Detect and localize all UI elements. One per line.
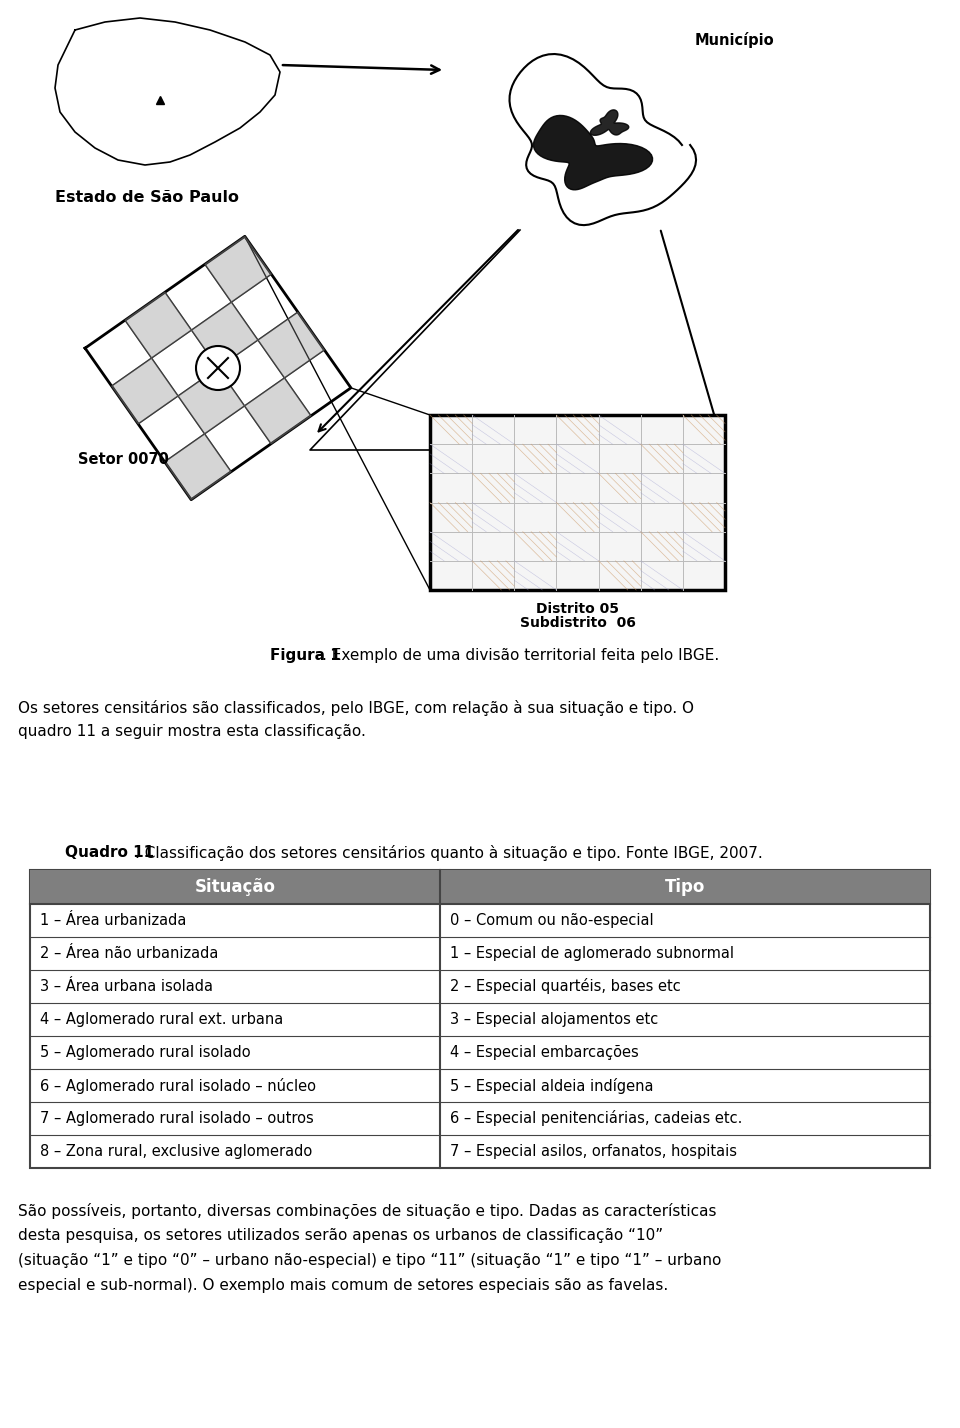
Polygon shape (245, 378, 311, 444)
Polygon shape (191, 303, 258, 368)
Text: 4 – Aglomerado rural ext. urbana: 4 – Aglomerado rural ext. urbana (40, 1012, 283, 1027)
Text: Estado de São Paulo: Estado de São Paulo (55, 190, 239, 206)
Polygon shape (165, 434, 231, 500)
Text: (situação “1” e tipo “0” – urbano não-especial) e tipo “11” (situação “1” e tipo: (situação “1” e tipo “0” – urbano não-es… (18, 1252, 721, 1268)
Bar (440, 870, 930, 904)
Text: 3 – Especial alojamentos etc: 3 – Especial alojamentos etc (449, 1012, 658, 1027)
Text: 5 – Especial aldeia indígena: 5 – Especial aldeia indígena (449, 1078, 653, 1094)
Text: 2 – Área não urbanizada: 2 – Área não urbanizada (40, 945, 218, 961)
Text: 6 – Especial penitenciárias, cadeias etc.: 6 – Especial penitenciárias, cadeias etc… (449, 1111, 742, 1127)
Text: 2 – Especial quartéis, bases etc: 2 – Especial quartéis, bases etc (449, 978, 681, 994)
Circle shape (196, 346, 240, 390)
Text: especial e sub-normal). O exemplo mais comum de setores especiais são as favelas: especial e sub-normal). O exemplo mais c… (18, 1278, 668, 1292)
Polygon shape (510, 54, 696, 226)
Text: 5 – Aglomerado rural isolado: 5 – Aglomerado rural isolado (40, 1045, 251, 1060)
Text: desta pesquisa, os setores utilizados serão apenas os urbanos de classificação “: desta pesquisa, os setores utilizados se… (18, 1228, 663, 1242)
Text: Município: Município (695, 31, 775, 49)
Text: Situação: Situação (194, 878, 276, 895)
Polygon shape (258, 313, 324, 378)
Text: Tipo: Tipo (664, 878, 705, 895)
Text: . Classificação dos setores censitários quanto à situação e tipo. Fonte IBGE, 20: . Classificação dos setores censitários … (135, 845, 763, 861)
Text: Setor 0070: Setor 0070 (78, 453, 169, 467)
Polygon shape (204, 236, 272, 303)
Polygon shape (125, 293, 191, 358)
Text: . Exemplo de uma divisão territorial feita pelo IBGE.: . Exemplo de uma divisão territorial fei… (322, 648, 719, 663)
Text: 8 – Zona rural, exclusive aglomerado: 8 – Zona rural, exclusive aglomerado (40, 1144, 312, 1160)
Text: 7 – Aglomerado rural isolado – outros: 7 – Aglomerado rural isolado – outros (40, 1111, 314, 1127)
Polygon shape (55, 19, 280, 166)
Bar (30, 870, 930, 1168)
Text: Figura 1: Figura 1 (270, 648, 341, 663)
Bar (430, 416, 725, 590)
Text: 7 – Especial asilos, orfanatos, hospitais: 7 – Especial asilos, orfanatos, hospitai… (449, 1144, 736, 1160)
Text: Quadro 11: Quadro 11 (65, 845, 155, 860)
Bar (30, 870, 440, 904)
Polygon shape (534, 116, 653, 190)
Text: 4 – Especial embarcações: 4 – Especial embarcações (449, 1045, 638, 1060)
Text: Os setores censitários são classificados, pelo IBGE, com relação à sua situação : Os setores censitários são classificados… (18, 700, 694, 715)
Text: Subdistrito  06: Subdistrito 06 (519, 615, 636, 630)
Text: Distrito 05: Distrito 05 (536, 603, 619, 615)
Text: 1 – Área urbanizada: 1 – Área urbanizada (40, 912, 186, 928)
Polygon shape (590, 110, 629, 136)
Text: quadro 11 a seguir mostra esta classificação.: quadro 11 a seguir mostra esta classific… (18, 724, 366, 740)
Polygon shape (178, 368, 245, 434)
Polygon shape (111, 358, 178, 424)
Text: 0 – Comum ou não-especial: 0 – Comum ou não-especial (449, 912, 653, 928)
Text: 1 – Especial de aglomerado subnormal: 1 – Especial de aglomerado subnormal (449, 945, 733, 961)
Text: 3 – Área urbana isolada: 3 – Área urbana isolada (40, 980, 213, 994)
Text: São possíveis, portanto, diversas combinações de situação e tipo. Dadas as carac: São possíveis, portanto, diversas combin… (18, 1202, 716, 1220)
Text: 6 – Aglomerado rural isolado – núcleo: 6 – Aglomerado rural isolado – núcleo (40, 1078, 316, 1094)
